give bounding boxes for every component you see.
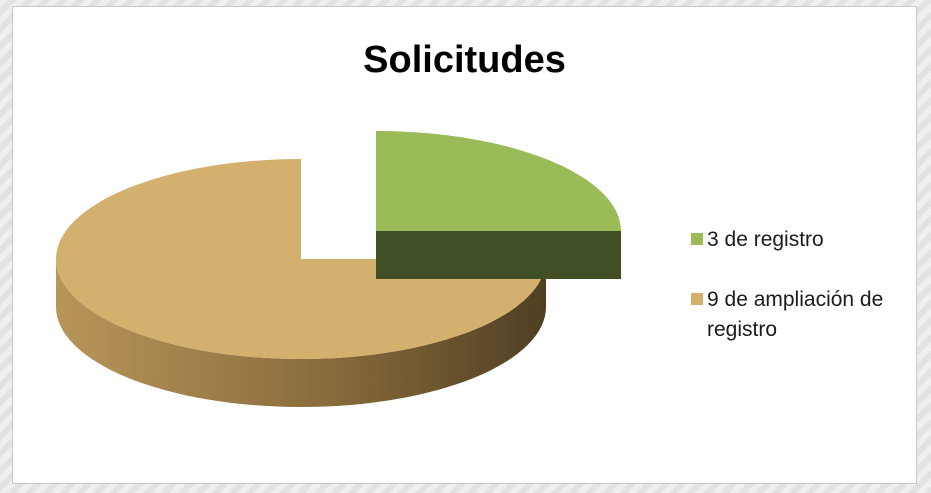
pie-slice-top: [376, 131, 621, 231]
pie-slice-side: [56, 259, 546, 407]
pie-slice-top: [56, 159, 546, 359]
legend-swatch: [691, 233, 703, 245]
pie-slice: [376, 131, 621, 279]
pie-slice-cut: [376, 231, 621, 279]
legend-label: 3 de registro: [707, 228, 824, 251]
chart-area: Solicitudes 3 de registro: [12, 6, 917, 484]
pie-chart: [56, 131, 621, 407]
legend-swatch: [691, 293, 703, 305]
chart-title: Solicitudes: [363, 39, 566, 81]
legend-item: 9 de ampliación de registro: [691, 285, 921, 345]
legend-item: 3 de registro: [691, 225, 921, 255]
pie-slice: [56, 159, 546, 407]
legend-label: 9 de ampliación de registro: [707, 288, 884, 341]
chart-legend: 3 de registro 9 de ampliación de registr…: [691, 225, 921, 375]
